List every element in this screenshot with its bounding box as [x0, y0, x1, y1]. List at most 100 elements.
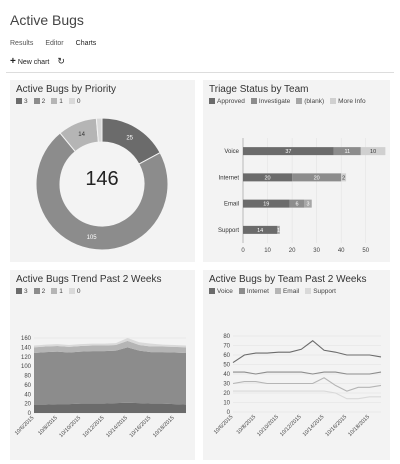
y-tick-label: 0 [28, 411, 32, 417]
bar-segment [243, 173, 293, 182]
legend-item: Investigate [250, 98, 290, 105]
priority-donut-chart: 25 105 14 [35, 117, 169, 251]
tab-editor[interactable]: Editor [45, 40, 64, 47]
y-tick-label: 80 [223, 334, 230, 340]
chart-card-priority[interactable]: Active Bugs by Priority 3 2 1 0 25 105 14 … [10, 80, 195, 262]
x-tick-label: 10/18/2015 [152, 415, 176, 439]
x-tick-label: 10/10/2015 [256, 414, 280, 438]
bar-segment [304, 199, 312, 208]
slice-label: 25 [126, 136, 133, 142]
legend-item: Voice [209, 288, 233, 295]
line-series [232, 340, 382, 364]
bar-segment [341, 173, 347, 182]
new-chart-button[interactable]: + New chart [10, 56, 49, 67]
y-tick-label: 50 [223, 363, 230, 369]
x-tick-label: 10/12/2015 [279, 414, 303, 438]
new-chart-label: New chart [17, 59, 50, 66]
donut-slice [95, 117, 103, 143]
legend-item: 3 [16, 288, 28, 295]
bar-segment [292, 173, 342, 182]
x-tick-label: 10/8/2015 [236, 414, 258, 436]
team-line-chart: 0 10 20 30 40 50 60 70 80 10/6/2015 10/8/2015 10/10… [213, 334, 382, 438]
legend-item: (blank) [296, 98, 324, 105]
legend-item: 0 [68, 98, 81, 105]
x-tick-label: 10/6/2015 [213, 414, 235, 436]
legend-item: Email [274, 288, 299, 295]
x-tick-label: 20 [289, 248, 296, 254]
donut-center-total: 146 [85, 168, 119, 190]
bar-value-label: 3 [307, 202, 310, 208]
bar-value-label: 6 [295, 202, 298, 208]
chart-legend: 3 2 1 0 [16, 98, 81, 105]
legend-item: Internet [238, 288, 269, 295]
y-tick-label: 120 [21, 355, 32, 361]
x-tick-label: 40 [338, 248, 345, 254]
plus-icon: + [10, 56, 16, 67]
y-tick-label: 160 [21, 336, 32, 342]
toolbar: + New chart ↻ [10, 56, 65, 67]
chart-card-team[interactable]: Active Bugs by Team Past 2 Weeks Voice I… [203, 270, 390, 460]
y-tick-label: 20 [24, 402, 31, 408]
y-tick-label: 140 [21, 345, 32, 351]
bar-value-label: 14 [257, 228, 263, 234]
legend-item: Approved [209, 98, 245, 105]
x-tick-label: 10/16/2015 [325, 414, 349, 438]
y-tick-label: 60 [223, 353, 230, 359]
y-tick-label: 20 [223, 391, 230, 397]
slice-label: 105 [87, 235, 98, 241]
chart-card-triage[interactable]: Triage Status by Team Approved Investiga… [203, 80, 390, 262]
y-tick-label: 100 [21, 364, 32, 370]
bar-segment [333, 147, 361, 156]
donut-slice [35, 132, 169, 251]
y-tick-label: 30 [223, 382, 230, 388]
legend-item: 0 [68, 288, 81, 295]
bar-value-label: 20 [314, 175, 320, 181]
area-series [34, 347, 186, 405]
legend-item: 2 [33, 98, 45, 105]
x-tick-label: 10/12/2015 [82, 415, 106, 439]
x-tick-label: 10/18/2015 [347, 414, 371, 438]
y-tick-label: 60 [24, 383, 31, 389]
x-tick-label: 10/14/2015 [105, 415, 129, 439]
line-series [233, 390, 381, 400]
chart-title: Active Bugs Trend Past 2 Weeks [16, 274, 162, 285]
chart-card-trend[interactable]: Active Bugs Trend Past 2 Weeks 3 2 1 0 0… [10, 270, 195, 460]
legend-item: 1 [51, 98, 63, 105]
toolbar-divider [6, 72, 394, 73]
y-tick-label: 80 [24, 374, 31, 380]
chart-legend: 3 2 1 0 [16, 288, 81, 295]
y-tick-label: 40 [24, 392, 31, 398]
x-tick-label: 50 [362, 248, 369, 254]
bar-segment [277, 225, 280, 234]
area-series [34, 402, 186, 413]
line-series [232, 377, 382, 392]
y-tick-label: 10 [223, 401, 230, 407]
trend-area-chart: 0 20 40 60 80 100 120 140 160 10/6/2015 10/8/2015 1… [14, 336, 186, 439]
legend-item: 3 [16, 98, 28, 105]
bar-value-label: 2 [342, 175, 345, 181]
area-series [34, 338, 186, 348]
chart-title: Triage Status by Team [209, 84, 309, 95]
tab-results[interactable]: Results [10, 40, 34, 47]
bar-segment [243, 147, 334, 156]
bar-segment [243, 225, 278, 234]
legend-item: 2 [33, 288, 45, 295]
x-tick-label: 10/6/2015 [14, 415, 36, 437]
y-tick-label: Voice [224, 149, 239, 155]
legend-item: Support [305, 288, 336, 295]
bar-value-label: 37 [285, 149, 291, 155]
x-tick-label: 10/14/2015 [302, 414, 326, 438]
chart-legend: Approved Investigate (blank) More Info [209, 98, 366, 105]
legend-item: More Info [330, 98, 366, 105]
view-tabs: Results Editor Charts [10, 40, 96, 47]
tab-charts[interactable]: Charts [75, 40, 97, 47]
y-tick-label: 0 [227, 410, 231, 416]
bar-segment [360, 147, 386, 156]
chart-title: Active Bugs by Priority [16, 84, 117, 95]
x-tick-label: 10 [264, 248, 271, 254]
y-tick-label: Support [218, 228, 239, 234]
x-tick-label: 10/16/2015 [129, 415, 153, 439]
bar-value-label: 11 [344, 149, 350, 155]
refresh-icon[interactable]: ↻ [57, 56, 65, 66]
x-tick-label: 10/8/2015 [37, 415, 59, 437]
